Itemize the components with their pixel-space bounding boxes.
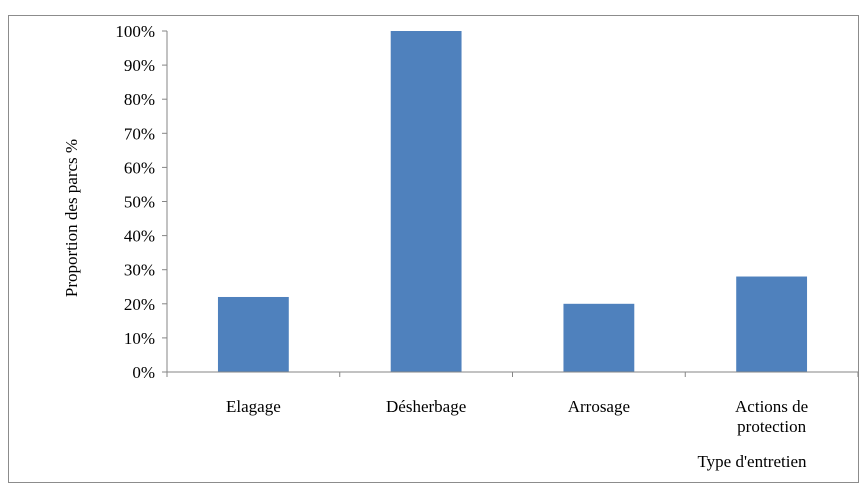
y-tick-label: 50% [124,193,155,212]
y-tick-label: 20% [124,295,155,314]
y-tick-label: 70% [124,124,155,143]
y-tick-label: 40% [124,227,155,246]
bar [390,31,462,372]
x-category-label: Elagage [226,397,281,416]
y-axis-title: Proportion des parcs % [62,139,81,297]
y-tick-label: 80% [124,90,155,109]
bar [217,296,289,372]
y-tick-label: 90% [124,56,155,75]
x-axis-ticks [166,372,859,377]
x-category-label: Actions de protection [735,397,808,436]
y-tick-label: 10% [124,329,155,348]
bar [736,276,808,372]
y-tick-label: 100% [115,22,155,41]
y-tick-label: 0% [132,363,155,382]
y-tick-label: 60% [124,158,155,177]
y-tick-label: 30% [124,261,155,280]
x-axis-labels: Elagage Désherbage Arrosage Actions de prote… [226,397,808,436]
bar [563,303,635,372]
x-category-label: Désherbage [386,397,466,416]
y-axis-ticks: 0% 10% 20% 30% 40% 50% 60% 70% 80% 90% 100% [115,22,167,382]
x-axis-title: Type d'entretien [697,452,807,471]
bars [217,31,808,372]
x-category-label: Arrosage [568,397,630,416]
